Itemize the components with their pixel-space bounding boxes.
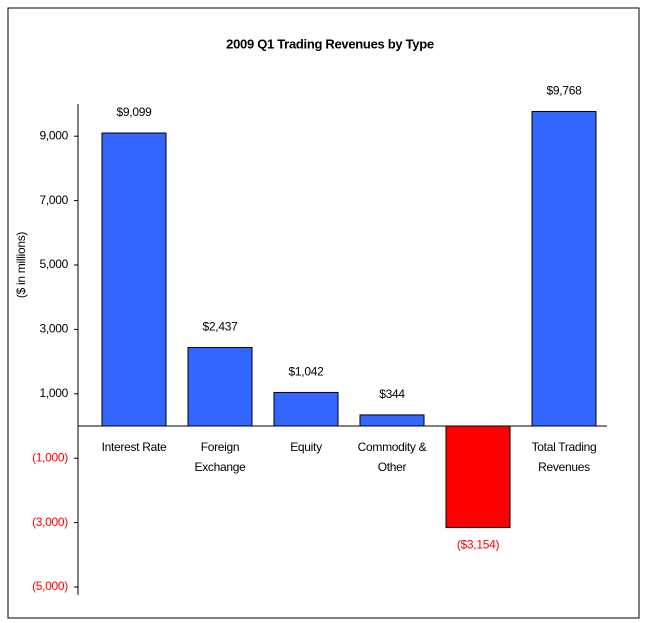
y-tick-label: (3,000) bbox=[32, 515, 68, 529]
value-label: $2,437 bbox=[203, 320, 239, 334]
x-tick-label: Credit bbox=[463, 440, 494, 454]
x-tick-label: Exchange bbox=[195, 460, 247, 474]
x-tick-label: Foreign bbox=[201, 440, 240, 454]
y-tick-label: 5,000 bbox=[39, 257, 68, 271]
x-tick-label: Interest Rate bbox=[102, 440, 167, 454]
x-tick-label: Total Trading bbox=[532, 440, 597, 454]
bar bbox=[445, 425, 511, 529]
y-axis-label: ($ in millions) bbox=[14, 232, 28, 298]
value-label: $9,768 bbox=[547, 84, 583, 98]
chart-title: 2009 Q1 Trading Revenues by Type bbox=[226, 36, 434, 51]
bar bbox=[187, 347, 253, 427]
value-label: ($3,154) bbox=[457, 538, 500, 552]
x-tick-label: Revenues bbox=[538, 460, 590, 474]
bar bbox=[359, 414, 425, 427]
bar bbox=[101, 132, 167, 427]
y-tick-label: 3,000 bbox=[39, 322, 68, 336]
x-tick-label: Commodity & bbox=[358, 440, 427, 454]
y-tick-label: 1,000 bbox=[39, 386, 68, 400]
y-tick-label: (5,000) bbox=[32, 579, 68, 593]
value-label: $1,042 bbox=[289, 365, 325, 379]
value-label: $344 bbox=[379, 387, 405, 401]
bar bbox=[273, 391, 339, 427]
x-tick-label: Other bbox=[378, 460, 407, 474]
bar bbox=[531, 110, 597, 427]
y-tick-label: 7,000 bbox=[39, 193, 68, 207]
x-tick-label: Equity bbox=[290, 440, 322, 454]
value-label: $9,099 bbox=[117, 105, 153, 119]
y-tick-label: (1,000) bbox=[32, 450, 68, 464]
y-tick-label: 9,000 bbox=[39, 128, 68, 142]
